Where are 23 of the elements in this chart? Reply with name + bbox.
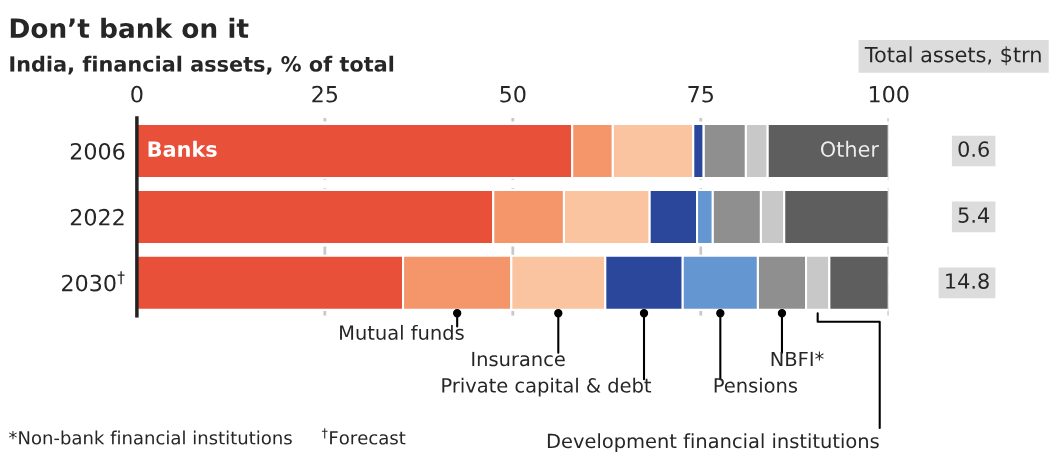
text: 5.4 bbox=[958, 207, 990, 223]
text: *Non-bank financial institutions $^{†}$Forecast bbox=[8, 428, 406, 445]
series-label: Other bbox=[820, 140, 879, 157]
y-tick-label: 2006 bbox=[70, 142, 125, 160]
x-tick-label: 0 bbox=[131, 85, 143, 103]
x-tick-label: 25 bbox=[312, 85, 338, 103]
text: NBFI* bbox=[771, 351, 824, 367]
x-tick-label: 100 bbox=[869, 85, 909, 103]
text: 14.8 bbox=[946, 273, 989, 289]
chart-subtitle: India, financial assets, % of total bbox=[10, 55, 394, 75]
series-label: Mutual funds bbox=[340, 324, 464, 340]
series-label: Banks bbox=[148, 140, 217, 157]
x-tick-label: 50 bbox=[500, 85, 526, 103]
text: Pensions bbox=[714, 377, 798, 393]
y-tick-label: 2022 bbox=[70, 208, 124, 226]
text: Development financial institutions bbox=[547, 433, 879, 453]
text: 0.6 bbox=[958, 141, 989, 157]
chart-title: Don’t bank on it bbox=[10, 17, 249, 39]
text: Insurance bbox=[472, 351, 565, 367]
y-tick-label: 2030$^{†}$ bbox=[62, 271, 125, 292]
text: Private capital & debt bbox=[442, 377, 652, 397]
x-tick-label: 75 bbox=[688, 86, 713, 103]
text: Total assets, $trn bbox=[864, 46, 1041, 66]
